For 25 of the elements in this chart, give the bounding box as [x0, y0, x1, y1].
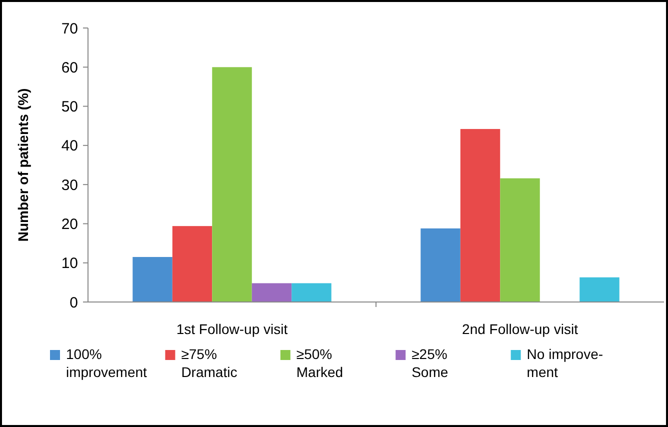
y-tick-label: 20 — [61, 216, 78, 233]
bar — [580, 277, 620, 302]
bar — [212, 67, 252, 302]
bar — [132, 256, 172, 302]
y-tick-label: 30 — [61, 176, 78, 194]
y-tick-label: 0 — [70, 294, 78, 312]
bar — [252, 283, 292, 302]
bar — [172, 226, 212, 302]
bar — [292, 283, 332, 302]
legend-label: No improve- ment — [526, 346, 604, 380]
legend-label: ≥50% Marked — [296, 346, 344, 380]
y-tick-label: 70 — [61, 20, 78, 38]
y-tick-label: 10 — [61, 255, 78, 272]
bar — [500, 178, 540, 302]
y-tick-label: 50 — [61, 98, 78, 116]
y-tick-label: 60 — [61, 59, 78, 76]
x-tick-label: 1st Follow-up visit — [176, 321, 288, 337]
legend-label: ≥25% Some — [412, 346, 448, 380]
y-axis-title: Number of patients (%) — [15, 88, 31, 242]
legend-label: 100% improvement — [66, 346, 148, 380]
bar — [460, 128, 500, 302]
legend-label: ≥75% Dramatic — [181, 346, 238, 380]
y-tick-label: 40 — [61, 138, 78, 155]
x-tick-label: 2nd Follow-up visit — [462, 321, 578, 337]
bar — [420, 228, 460, 302]
